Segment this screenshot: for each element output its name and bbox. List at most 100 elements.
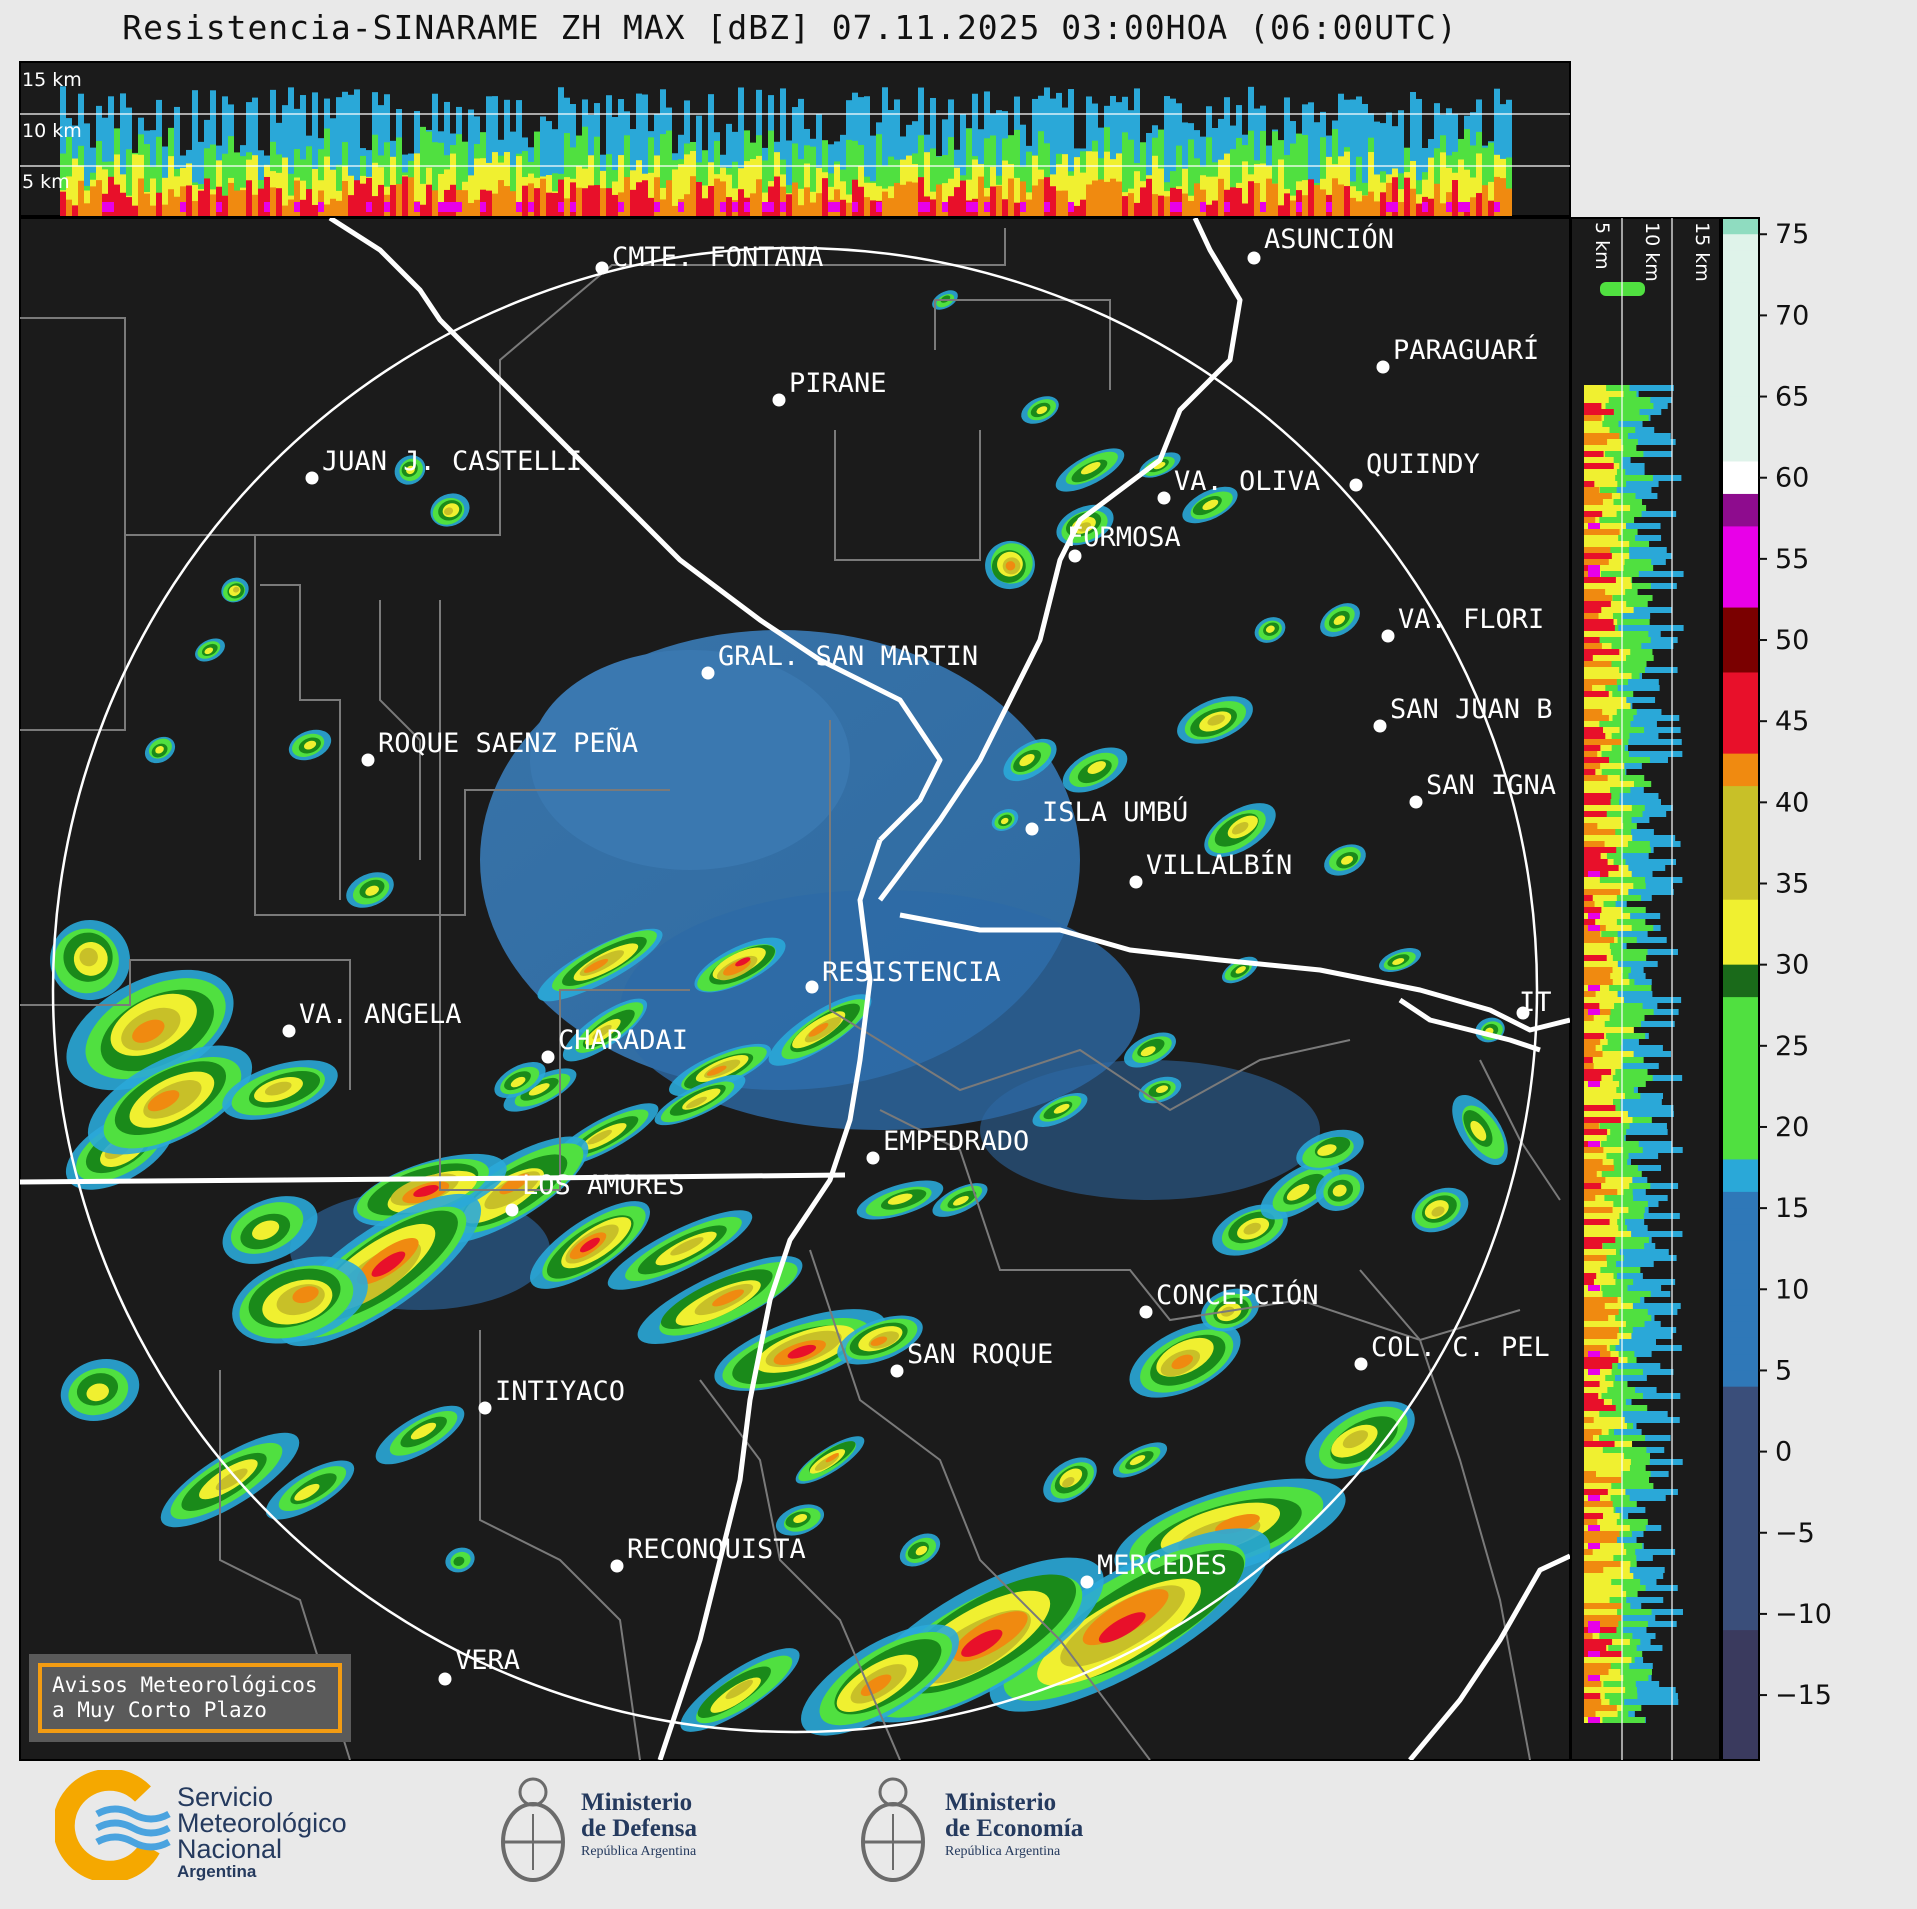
colorbar-band bbox=[1722, 250, 1759, 268]
colorbar-band bbox=[1722, 1565, 1759, 1583]
colorbar-band bbox=[1722, 266, 1759, 284]
colorbar-band bbox=[1722, 1646, 1759, 1664]
storm-cell bbox=[680, 1648, 800, 1732]
colorbar-band bbox=[1722, 396, 1759, 414]
storm-cell bbox=[654, 1074, 746, 1126]
colorbar-band bbox=[1722, 1062, 1759, 1079]
side-profile-echoes bbox=[1584, 282, 1684, 1723]
colorbar-band bbox=[1722, 558, 1759, 576]
top-alt-label-15: 15 km bbox=[22, 69, 82, 91]
city-marker bbox=[890, 1364, 904, 1378]
storm-cell bbox=[694, 937, 786, 993]
city-label: VA. ANGELA bbox=[299, 999, 462, 1030]
city-marker bbox=[541, 1050, 555, 1064]
storm-cell bbox=[837, 1315, 923, 1365]
colorbar-band bbox=[1722, 623, 1759, 641]
storm-cell bbox=[562, 998, 648, 1062]
colorbar-band bbox=[1722, 1516, 1759, 1534]
city-marker bbox=[1157, 491, 1171, 505]
city-label: ASUNCIÓN bbox=[1264, 223, 1394, 255]
storm-cell bbox=[607, 1210, 753, 1290]
storm-cell bbox=[1296, 1129, 1364, 1171]
colorbar-band bbox=[1722, 818, 1759, 836]
city-marker bbox=[505, 1203, 519, 1217]
storm-cell bbox=[1124, 1032, 1176, 1068]
colorbar-band bbox=[1722, 1078, 1759, 1096]
city-label: ROQUE SAENZ PEÑA bbox=[378, 727, 638, 759]
colorbar-band bbox=[1722, 1273, 1759, 1290]
colorbar-band bbox=[1722, 1337, 1759, 1355]
colorbar-band bbox=[1722, 429, 1759, 446]
colorbar-band bbox=[1722, 1435, 1759, 1453]
city-marker bbox=[438, 1672, 452, 1686]
storm-cell bbox=[1182, 486, 1238, 524]
colorbar-tick-label: 5 bbox=[1775, 1355, 1792, 1386]
city-markers: CMTE. FONTANA ASUNCIÓN PIRANE PARAGUARÍ JUAN… bbox=[282, 223, 1556, 1686]
colorbar-band bbox=[1722, 656, 1759, 674]
colorbar-band bbox=[1722, 1484, 1759, 1501]
storm-cell bbox=[375, 1405, 465, 1465]
colorbar-band bbox=[1722, 1695, 1759, 1712]
city-marker bbox=[1354, 1357, 1368, 1371]
city-marker bbox=[305, 471, 319, 485]
city-marker bbox=[1409, 795, 1423, 809]
city-marker bbox=[1068, 549, 1082, 563]
economia-line-1: Ministerio bbox=[945, 1789, 1057, 1816]
storm-cell bbox=[991, 809, 1019, 831]
storm-cell bbox=[537, 928, 663, 1002]
colorbar-band bbox=[1722, 1630, 1759, 1647]
city-label: COL. C. PEL bbox=[1371, 1332, 1550, 1363]
city-marker bbox=[772, 393, 786, 407]
smn-emblem-icon bbox=[55, 1770, 171, 1880]
colorbar-band bbox=[1722, 672, 1759, 690]
storm-cell bbox=[288, 729, 332, 761]
city-label: EMPEDRADO bbox=[883, 1126, 1029, 1157]
top-profile-panel: 15 km 10 km 5 km bbox=[19, 61, 1571, 217]
colorbar-tick-label: 60 bbox=[1775, 463, 1809, 494]
smn-line-4: Argentina bbox=[177, 1862, 257, 1881]
notice-box: Avisos Meteorológicos a Muy Corto Plazo bbox=[38, 1663, 342, 1733]
storm-cell bbox=[445, 1547, 475, 1573]
coat-of-arms-icon bbox=[501, 1777, 565, 1882]
city-marker bbox=[1349, 478, 1363, 492]
city-marker bbox=[478, 1401, 492, 1415]
storm-cell bbox=[87, 1045, 253, 1155]
storm-cell bbox=[1112, 1442, 1168, 1478]
colorbar-band bbox=[1722, 1467, 1759, 1485]
city-label: RECONQUISTA bbox=[627, 1534, 806, 1565]
storm-cell bbox=[1305, 1401, 1415, 1479]
colorbar-tick-label: −10 bbox=[1775, 1599, 1832, 1630]
colorbar-tick-label: 30 bbox=[1775, 950, 1809, 981]
colorbar-band bbox=[1722, 1094, 1759, 1112]
colorbar-band bbox=[1722, 1013, 1759, 1031]
economia-line-3: República Argentina bbox=[945, 1844, 1061, 1859]
colorbar-band bbox=[1722, 1548, 1759, 1566]
city-marker bbox=[701, 666, 715, 680]
colorbar-tick-label: −15 bbox=[1775, 1680, 1832, 1711]
storm-cell bbox=[1021, 396, 1059, 424]
colorbar-tick-label: 0 bbox=[1775, 1437, 1792, 1468]
colorbar-band bbox=[1722, 1321, 1759, 1339]
storm-cell bbox=[1062, 747, 1128, 793]
city-label: INTIYACO bbox=[495, 1376, 625, 1407]
city-label: IT bbox=[1519, 987, 1552, 1018]
city-marker bbox=[1376, 360, 1390, 374]
colorbar-band bbox=[1722, 786, 1759, 803]
storm-cell bbox=[1254, 617, 1286, 643]
city-marker bbox=[595, 261, 609, 275]
colorbar-band bbox=[1722, 1256, 1759, 1274]
storm-cell bbox=[221, 577, 249, 603]
colorbar-band bbox=[1722, 1110, 1759, 1128]
colorbar-band bbox=[1722, 542, 1759, 560]
colorbar-band bbox=[1722, 834, 1759, 852]
city-marker bbox=[610, 1559, 624, 1573]
storm-cell bbox=[985, 540, 1035, 590]
colorbar-band bbox=[1722, 1727, 1759, 1745]
storm-cell bbox=[899, 1533, 941, 1567]
city-marker bbox=[1080, 1575, 1094, 1589]
city-label: ISLA UMBÚ bbox=[1042, 796, 1188, 828]
storm-cell bbox=[795, 1436, 865, 1484]
colorbar-band bbox=[1722, 477, 1759, 495]
colorbar-band bbox=[1722, 445, 1759, 463]
city-label: RESISTENCIA bbox=[822, 957, 1001, 988]
